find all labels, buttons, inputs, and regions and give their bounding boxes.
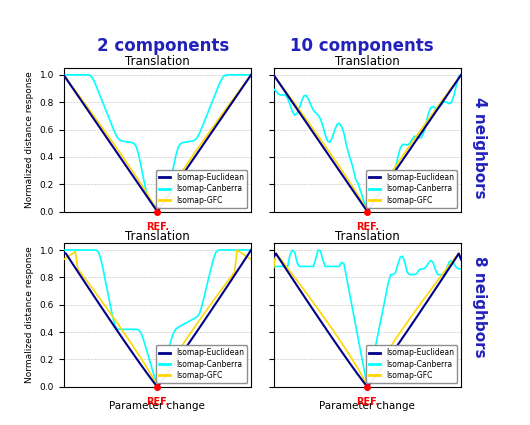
Legend: Isomap-Euclidean, Isomap-Canberra, Isomap-GFC: Isomap-Euclidean, Isomap-Canberra, Isoma…: [366, 345, 457, 383]
Legend: Isomap-Euclidean, Isomap-Canberra, Isomap-GFC: Isomap-Euclidean, Isomap-Canberra, Isoma…: [156, 170, 248, 208]
X-axis label: Parameter change: Parameter change: [109, 401, 205, 411]
Legend: Isomap-Euclidean, Isomap-Canberra, Isomap-GFC: Isomap-Euclidean, Isomap-Canberra, Isoma…: [156, 345, 248, 383]
Text: 10 components: 10 components: [290, 37, 434, 55]
Text: REF.: REF.: [146, 397, 169, 407]
Text: 4 neighbors: 4 neighbors: [472, 97, 487, 198]
Text: REF.: REF.: [356, 221, 379, 232]
X-axis label: Parameter change: Parameter change: [320, 401, 416, 411]
Y-axis label: Normalized distance response: Normalized distance response: [25, 71, 34, 208]
Text: 2 components: 2 components: [97, 37, 229, 55]
Title: Translation: Translation: [335, 230, 400, 243]
Title: Translation: Translation: [125, 55, 190, 68]
Text: REF.: REF.: [146, 221, 169, 232]
Y-axis label: Normalized distance response: Normalized distance response: [25, 246, 34, 383]
Title: Translation: Translation: [335, 55, 400, 68]
Title: Translation: Translation: [125, 230, 190, 243]
Legend: Isomap-Euclidean, Isomap-Canberra, Isomap-GFC: Isomap-Euclidean, Isomap-Canberra, Isoma…: [366, 170, 457, 208]
Text: REF.: REF.: [356, 397, 379, 407]
Text: 8 neighbors: 8 neighbors: [472, 256, 487, 358]
